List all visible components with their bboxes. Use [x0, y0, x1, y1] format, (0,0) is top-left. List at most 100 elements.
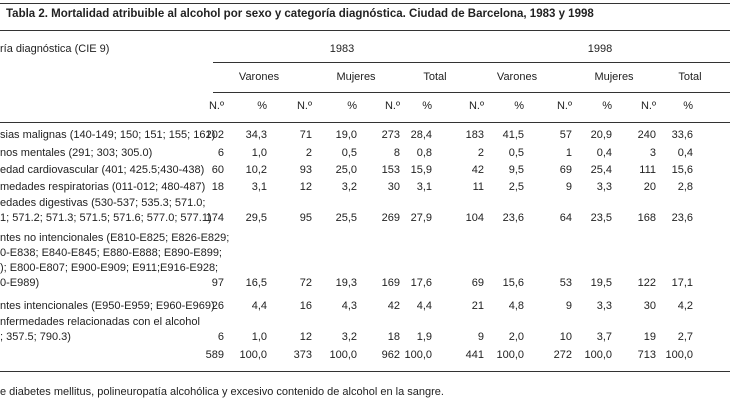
- table-cell: 25,4: [590, 164, 612, 176]
- table-cell: 3,7: [596, 331, 612, 343]
- sub-header: %: [257, 100, 267, 112]
- table-cell: 12: [299, 331, 312, 343]
- table-cell: 100,0: [665, 349, 693, 361]
- table-cell: 23,5: [590, 212, 612, 224]
- table-cell: 441: [465, 349, 484, 361]
- table-cell: 33,6: [671, 129, 693, 141]
- table-cell: 21: [471, 300, 484, 312]
- table-cell: 183: [465, 129, 484, 141]
- footnote: e diabetes mellitus, polineuropatía alco…: [0, 386, 444, 398]
- table-cell: 42: [471, 164, 484, 176]
- row-label: 1; 571.2; 571.3; 571.5; 571.6; 577.0; 57…: [0, 212, 212, 224]
- table-cell: 3: [649, 147, 656, 159]
- table-cell: 97: [211, 277, 224, 289]
- table-cell: 71: [299, 129, 312, 141]
- table-cell: 95: [299, 212, 312, 224]
- table-cell: 19,0: [335, 129, 357, 141]
- row-label: edad cardiovascular (401; 425.5;430-438): [0, 164, 205, 176]
- table-cell: 9: [565, 181, 572, 193]
- table-cell: 962: [381, 349, 400, 361]
- table-cell: 17,6: [410, 277, 432, 289]
- table-cell: 23,6: [671, 212, 693, 224]
- table-cell: 19: [643, 331, 656, 343]
- table-cell: 589: [205, 349, 224, 361]
- table-cell: 41,5: [502, 129, 524, 141]
- table-cell: 15,9: [410, 164, 432, 176]
- table-cell: 3,1: [251, 181, 267, 193]
- table-title: Tabla 2. Mortalidad atribuible al alcoho…: [6, 8, 594, 20]
- row-label: ); E800-E807; E900-E909; E911;E916-E928;: [0, 262, 219, 274]
- group-header: Mujeres: [594, 71, 634, 83]
- table-cell: 25,0: [335, 164, 357, 176]
- table-cell: 2: [305, 147, 312, 159]
- row-label: 0-E838; E840-E845; E880-E888; E890-E899;: [0, 247, 222, 259]
- table-cell: 4,4: [251, 300, 267, 312]
- table-cell: 10: [559, 331, 572, 343]
- table-cell: 0,4: [596, 147, 612, 159]
- table-cell: 3,2: [341, 181, 357, 193]
- table-cell: 4,4: [416, 300, 432, 312]
- table-cell: 16,5: [245, 277, 267, 289]
- table-cell: 3,3: [596, 181, 612, 193]
- row-label: ; 357.5; 790.3): [0, 331, 71, 343]
- table-cell: 0,5: [508, 147, 524, 159]
- sub-header: N.º: [468, 100, 484, 112]
- table-cell: 100,0: [496, 349, 524, 361]
- sub-header: %: [347, 100, 357, 112]
- table-cell: 6: [217, 147, 224, 159]
- table-cell: 53: [559, 277, 572, 289]
- table-cell: 42: [387, 300, 400, 312]
- row-label: medades respiratorias (011-012; 480-487): [0, 181, 206, 193]
- table-cell: 19,5: [590, 277, 612, 289]
- table-cell: 17,1: [671, 277, 693, 289]
- row-label: sias malignas (140-149; 150; 151; 155; 1…: [0, 129, 216, 141]
- table-cell: 64: [559, 212, 572, 224]
- table-cell: 100,0: [329, 349, 357, 361]
- table-cell: 0,4: [677, 147, 693, 159]
- table-cell: 4,3: [341, 300, 357, 312]
- table-cell: 4,2: [677, 300, 693, 312]
- table-cell: 111: [639, 164, 656, 176]
- table-cell: 0,5: [341, 147, 357, 159]
- table-cell: 1,0: [251, 331, 267, 343]
- table-cell: 26: [211, 300, 224, 312]
- table-cell: 10,2: [245, 164, 267, 176]
- table-cell: 168: [637, 212, 656, 224]
- table-cell: 93: [299, 164, 312, 176]
- sub-header: N.º: [296, 100, 312, 112]
- table-cell: 2,8: [677, 181, 693, 193]
- table-cell: 69: [471, 277, 484, 289]
- rule-bottom: [0, 371, 730, 372]
- sub-header: %: [602, 100, 612, 112]
- table-cell: 8: [393, 147, 400, 159]
- table-cell: 23,6: [502, 212, 524, 224]
- row-header: ría diagnóstica (CIE 9): [0, 43, 110, 55]
- year-1983: 1983: [329, 43, 355, 55]
- table-cell: 2,5: [508, 181, 524, 193]
- row-label: nfermedades relacionadas con el alcohol: [0, 316, 200, 328]
- row-label: 0-E989): [0, 277, 40, 289]
- sub-header: %: [514, 100, 524, 112]
- table-cell: 273: [381, 129, 400, 141]
- table-cell: 100,0: [584, 349, 612, 361]
- table-cell: 9,5: [508, 164, 524, 176]
- sub-header: N.º: [208, 100, 224, 112]
- table-cell: 1,0: [251, 147, 267, 159]
- table-cell: 15,6: [671, 164, 693, 176]
- table-cell: 72: [299, 277, 312, 289]
- group-header: Total: [423, 71, 447, 83]
- table-cell: 104: [465, 212, 484, 224]
- group-header: Mujeres: [336, 71, 376, 83]
- table-cell: 713: [637, 349, 656, 361]
- table-cell: 2,7: [677, 331, 693, 343]
- table-cell: 19,3: [335, 277, 357, 289]
- sub-header: N.º: [384, 100, 400, 112]
- table-cell: 25,5: [335, 212, 357, 224]
- table-cell: 18: [211, 181, 224, 193]
- table-cell: 153: [381, 164, 400, 176]
- sub-header: %: [422, 100, 432, 112]
- rule-cap-top: [0, 3, 730, 4]
- table-cell: 3,1: [416, 181, 432, 193]
- table-cell: 20,9: [590, 129, 612, 141]
- table-cell: 20: [643, 181, 656, 193]
